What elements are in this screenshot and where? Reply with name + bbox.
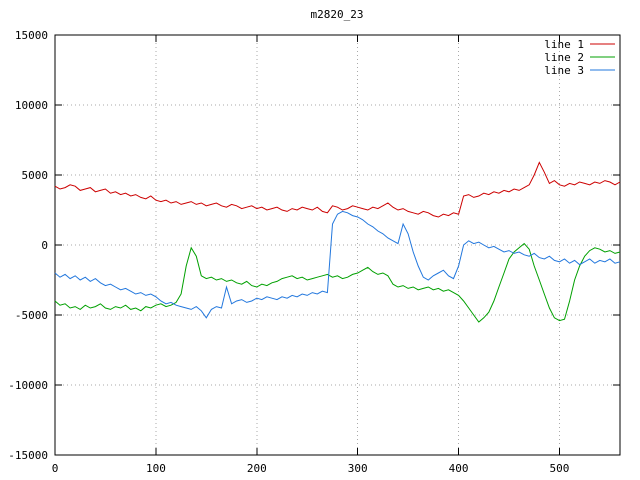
x-tick-label: 0	[52, 462, 59, 475]
legend-label: line 1	[544, 38, 584, 51]
y-tick-label: 0	[41, 239, 48, 252]
y-tick-label: 5000	[22, 169, 49, 182]
series-line-3	[54, 210, 621, 319]
legend-label: line 2	[544, 51, 584, 64]
x-tick-label: 300	[348, 462, 368, 475]
x-tick-label: 500	[550, 462, 570, 475]
y-tick-label: -5000	[15, 309, 48, 322]
plot-border	[54, 34, 621, 456]
x-tick-label: 200	[247, 462, 267, 475]
legend-label: line 3	[544, 64, 584, 77]
y-tick-label: 10000	[15, 99, 48, 112]
x-tick-label: 100	[146, 462, 166, 475]
y-tick-label: -10000	[8, 379, 48, 392]
chart-title: m2820_23	[311, 8, 364, 21]
series-line-2	[54, 242, 621, 323]
series-line-1	[54, 161, 621, 218]
x-tick-label: 400	[449, 462, 469, 475]
y-tick-label: 15000	[15, 29, 48, 42]
y-tick-label: -15000	[8, 449, 48, 462]
